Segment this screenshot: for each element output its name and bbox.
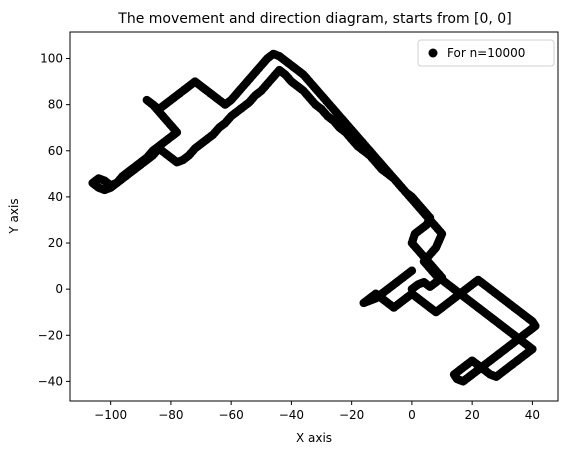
y-tick-label: 100: [40, 52, 63, 66]
y-tick-label: 40: [48, 190, 63, 204]
y-tick-label: 0: [55, 282, 63, 296]
x-tick-label: 20: [465, 408, 480, 422]
legend-label: For n=10000: [447, 46, 525, 60]
y-tick-label: 80: [48, 98, 63, 112]
data-points: [88, 49, 540, 386]
x-tick-label: 0: [408, 408, 416, 422]
y-tick-label: 60: [48, 144, 63, 158]
legend-marker: [428, 48, 438, 58]
x-tick-label: −20: [339, 408, 364, 422]
legend: For n=10000: [417, 39, 555, 67]
y-tick-label: −20: [38, 328, 63, 342]
x-axis-label: X axis: [296, 431, 332, 445]
chart-title: The movement and direction diagram, star…: [117, 11, 511, 27]
x-tick-label: −80: [158, 408, 183, 422]
legend-box: [417, 39, 555, 67]
y-tick-label: 20: [48, 236, 63, 250]
data-point: [407, 266, 417, 275]
y-tick-label: −40: [38, 374, 63, 388]
y-axis: −40 −20 0 20 40 60 80 100: [38, 52, 70, 388]
x-axis: −100 −80 −60 −40 −20 0 20 40: [94, 401, 540, 422]
x-tick-label: 40: [525, 408, 540, 422]
x-tick-label: −60: [218, 408, 243, 422]
x-tick-label: −40: [279, 408, 304, 422]
x-tick-label: −100: [94, 408, 127, 422]
y-axis-label: Y axis: [7, 198, 21, 234]
plot-frame: [69, 31, 559, 402]
